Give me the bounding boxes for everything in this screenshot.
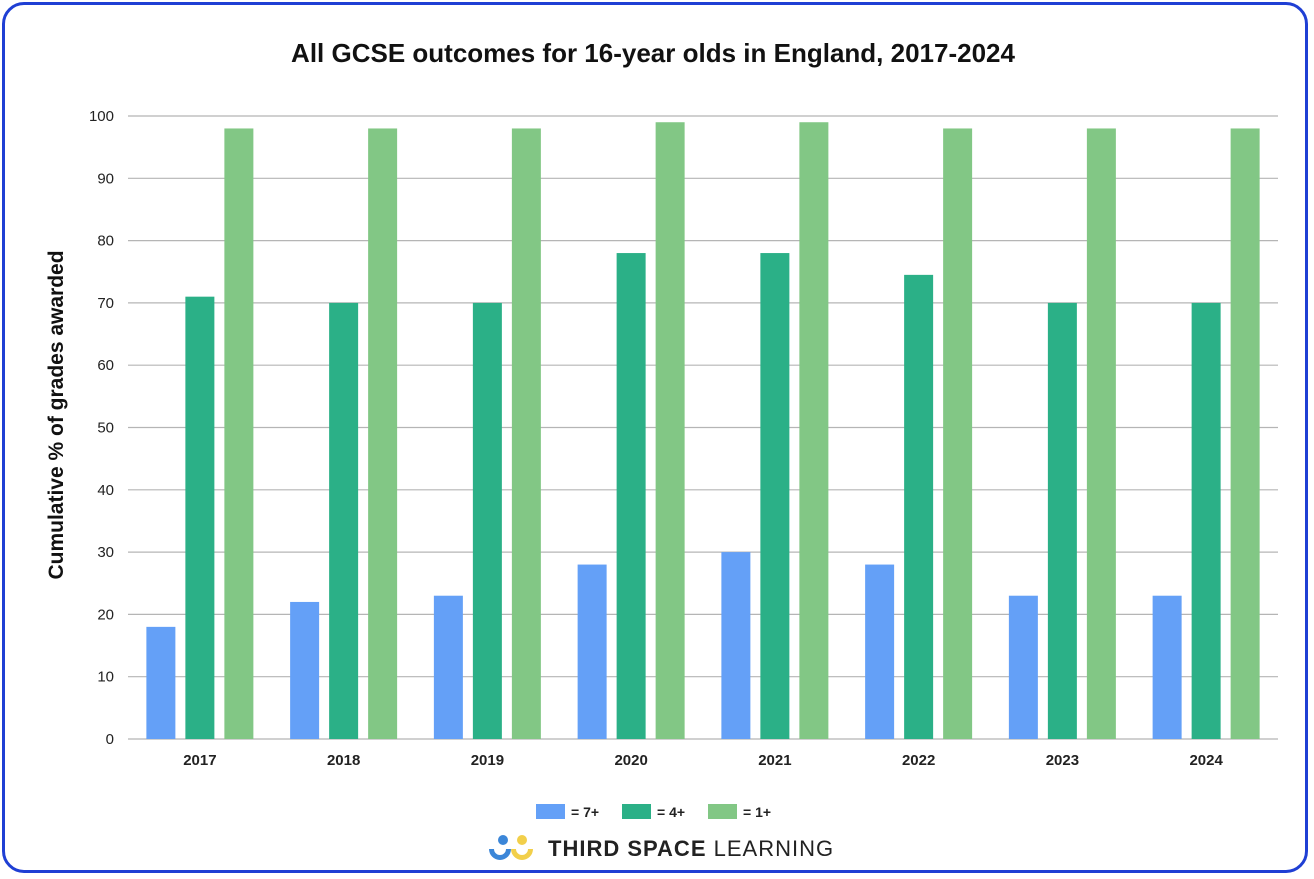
logo-dot-blue (498, 835, 508, 845)
logo-arc-yellow (511, 849, 533, 860)
x-tick-label: 2017 (183, 752, 216, 769)
bar-2024-1 (1230, 128, 1260, 739)
bar-2021-1 (799, 122, 829, 740)
bar-2020-7 (577, 564, 607, 739)
legend-label: = 1+ (743, 804, 771, 820)
brand-name: THIRD SPACE LEARNING (548, 836, 834, 861)
legend-swatch (622, 804, 651, 819)
y-tick-label: 100 (89, 108, 114, 125)
bar-2020-4 (616, 253, 646, 739)
y-tick-label: 40 (97, 482, 114, 499)
bar-2018-7 (290, 601, 320, 739)
bar-2019-4 (472, 302, 502, 739)
bar-2021-7 (721, 552, 751, 739)
y-tick-label: 80 (97, 233, 114, 250)
legend-swatch (536, 804, 565, 819)
y-tick-label: 70 (97, 295, 114, 312)
logo-arc-blue (489, 849, 511, 860)
bar-2023-1 (1086, 128, 1116, 739)
bar-2017-1 (224, 128, 254, 739)
y-tick-label: 50 (97, 420, 114, 437)
y-axis-label: Cumulative % of grades awarded (45, 250, 68, 579)
bar-2022-1 (943, 128, 973, 739)
bar-2022-4 (904, 274, 934, 739)
bar-2023-7 (1008, 595, 1038, 739)
y-tick-label: 30 (97, 544, 114, 561)
bar-2024-7 (1152, 595, 1182, 739)
bar-2023-4 (1047, 302, 1077, 739)
bar-2022-7 (865, 564, 895, 739)
bar-2018-1 (368, 128, 398, 739)
third-space-learning-logo: THIRD SPACE LEARNING (489, 835, 834, 861)
bar-2017-4 (185, 296, 215, 739)
bar-2019-7 (433, 595, 463, 739)
x-tick-label: 2019 (471, 752, 504, 769)
x-tick-label: 2020 (614, 752, 647, 769)
bar-2017-7 (146, 626, 176, 739)
legend-swatch (708, 804, 737, 819)
legend-label: = 7+ (571, 804, 599, 820)
bar-2024-4 (1191, 302, 1221, 739)
x-tick-label: 2022 (902, 752, 935, 769)
x-tick-label: 2018 (327, 752, 360, 769)
y-tick-label: 90 (97, 170, 114, 187)
x-tick-label: 2024 (1189, 752, 1223, 769)
x-tick-label: 2023 (1046, 752, 1079, 769)
bar-2018-4 (329, 302, 359, 739)
bar-2019-1 (511, 128, 541, 739)
y-tick-label: 0 (106, 731, 114, 748)
logo-dot-yellow (517, 835, 527, 845)
bar-2021-4 (760, 253, 790, 739)
y-tick-label: 60 (97, 357, 114, 374)
chart-title: All GCSE outcomes for 16-year olds in En… (291, 38, 1015, 68)
y-tick-label: 10 (97, 669, 114, 686)
legend: = 7+ = 4+ = 1+ (536, 804, 771, 820)
legend-label: = 4+ (657, 804, 685, 820)
x-tick-label: 2021 (758, 752, 791, 769)
y-tick-label: 20 (97, 606, 114, 623)
bar-2020-1 (655, 122, 685, 740)
